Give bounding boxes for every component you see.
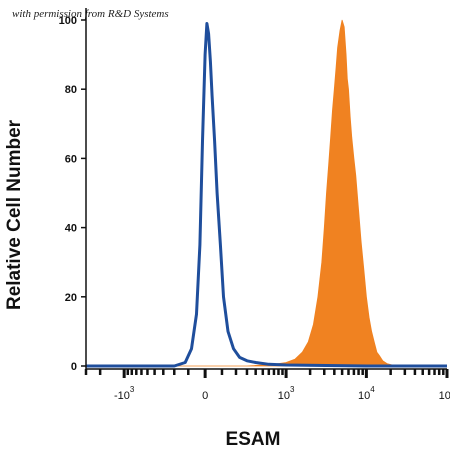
- series-layer: [86, 19, 448, 368]
- isotype-control-histogram: [86, 22, 447, 368]
- x-tick-label: -103: [114, 385, 135, 402]
- y-tick-label: 0: [71, 361, 77, 373]
- y-tick-label: 80: [65, 84, 77, 96]
- permission-watermark: with permission from R&D Systems: [12, 8, 169, 20]
- x-tick-label: 105: [439, 385, 450, 402]
- x-tick-label: 104: [358, 385, 375, 402]
- y-tick-label: 20: [65, 292, 77, 304]
- y-tick-label: 60: [65, 153, 77, 165]
- x-tick-label: 0: [202, 390, 208, 402]
- y-tick-label: 40: [65, 223, 77, 235]
- y-axis-label: Relative Cell Number: [4, 119, 25, 310]
- esam-stained-histogram: [86, 19, 448, 367]
- x-tick-label: 103: [278, 385, 295, 402]
- y-tick-layer: 0 20 40 60 80 100: [59, 15, 86, 373]
- x-tick-layer: -103 0 103 104 105: [84, 369, 450, 402]
- x-axis-label: ESAM: [226, 429, 281, 450]
- y-tick-label: 100: [59, 15, 77, 27]
